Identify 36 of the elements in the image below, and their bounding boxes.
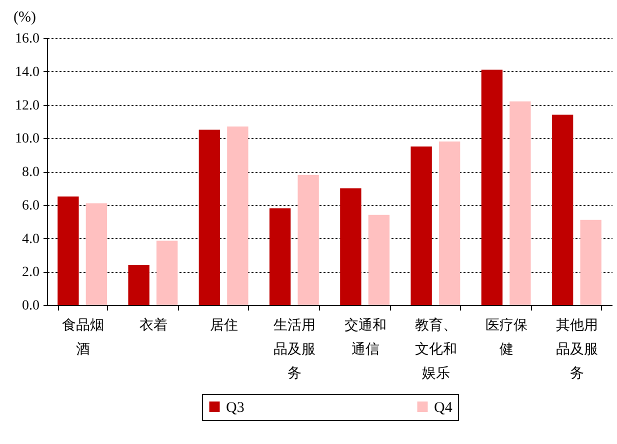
legend-label: Q3 xyxy=(226,400,244,416)
x-tick-label: 其他用品及服务 xyxy=(556,318,598,382)
bar xyxy=(198,130,220,305)
bar xyxy=(340,188,362,305)
bar xyxy=(552,114,574,305)
y-axis-title: (%) xyxy=(14,10,36,26)
x-tick-label: 食品烟酒 xyxy=(62,318,104,358)
bar xyxy=(58,196,79,305)
bar xyxy=(128,264,150,305)
x-tick-label: 居住 xyxy=(210,318,238,334)
x-tick-label: 衣着 xyxy=(139,318,168,334)
y-tick-label: 12.0 xyxy=(15,98,40,114)
bar xyxy=(510,101,531,305)
x-tick-label: 医疗保健 xyxy=(486,318,528,358)
bar xyxy=(580,220,602,305)
bar xyxy=(438,141,460,305)
bar xyxy=(410,146,432,305)
bar xyxy=(227,126,248,305)
bar xyxy=(156,240,178,305)
y-tick-label: 0.0 xyxy=(22,298,40,314)
bar xyxy=(298,174,319,305)
x-tick-label: 教育、文化和娱乐 xyxy=(414,316,457,382)
y-tick-label: 6.0 xyxy=(22,198,40,214)
x-tick-label: 交通和通信 xyxy=(344,318,386,358)
x-tick-label: 生活用品及服务 xyxy=(274,318,316,382)
bar xyxy=(481,70,503,305)
y-tick-label: 4.0 xyxy=(22,232,40,247)
legend-label: Q4 xyxy=(434,400,453,416)
y-tick-label: 14.0 xyxy=(15,64,40,80)
y-tick-label: 8.0 xyxy=(22,165,40,180)
y-tick-label: 2.0 xyxy=(22,265,40,280)
bar xyxy=(86,203,108,305)
bar xyxy=(368,214,390,305)
bar xyxy=(269,208,291,305)
y-tick-label: 10.0 xyxy=(15,132,40,147)
y-tick-label: 16.0 xyxy=(15,32,40,46)
